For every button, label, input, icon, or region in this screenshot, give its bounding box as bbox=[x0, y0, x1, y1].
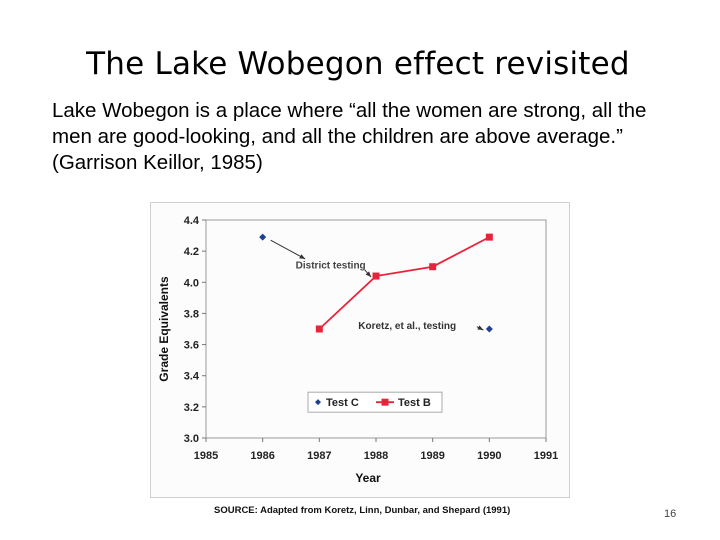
x-tick-label: 1987 bbox=[307, 450, 331, 462]
data-point-test-c bbox=[259, 233, 267, 241]
annotation-koretz-testing: Koretz, et al., testing bbox=[358, 321, 456, 332]
y-axis-label: Grade Equivalents bbox=[157, 276, 171, 382]
x-tick-label: 1986 bbox=[250, 450, 274, 462]
x-axis-label: Year bbox=[355, 471, 381, 485]
page-number: 16 bbox=[664, 508, 677, 520]
y-tick-label: 4.0 bbox=[184, 277, 199, 289]
district-arrow-a-head bbox=[299, 254, 306, 259]
x-tick-label: 1988 bbox=[364, 450, 388, 462]
y-tick-label: 3.6 bbox=[184, 340, 199, 352]
chart-source: SOURCE: Adapted from Koretz, Linn, Dunba… bbox=[214, 505, 511, 516]
legend-marker-test-c bbox=[315, 399, 321, 406]
legend-box bbox=[307, 391, 443, 413]
koretz-arrow-head bbox=[477, 325, 484, 330]
data-point-test-c bbox=[485, 325, 493, 333]
legend-label-test-c: Test C bbox=[326, 397, 359, 409]
chart-svg: 3.0 3.2 3.4 3.6 3.8 4.0 4.2 4.4 1985 1986 1987 1988… bbox=[150, 202, 570, 498]
legend-marker-test-b bbox=[381, 398, 389, 406]
district-arrow-a-line bbox=[270, 239, 306, 260]
slide-body-text: Lake Wobegon is a place where “all the w… bbox=[52, 99, 647, 174]
chart-frame bbox=[150, 202, 570, 498]
x-tick-label: 1985 bbox=[194, 450, 218, 462]
x-tick-label: 1990 bbox=[477, 450, 501, 462]
y-tick-label: 3.8 bbox=[184, 308, 199, 320]
y-tick-label: 4.4 bbox=[184, 215, 200, 227]
data-point-test-b bbox=[372, 272, 380, 280]
slide-title: The Lake Wobegon effect revisited bbox=[86, 46, 630, 82]
annotation-district-testing: District testing bbox=[296, 260, 366, 271]
y-tick-label: 3.4 bbox=[184, 371, 200, 383]
x-tick-label: 1989 bbox=[420, 450, 444, 462]
y-tick-label: 4.2 bbox=[184, 246, 199, 258]
data-point-test-b bbox=[429, 263, 437, 271]
data-point-test-b bbox=[485, 233, 493, 241]
data-point-test-b bbox=[315, 325, 323, 333]
y-tick-label: 3.0 bbox=[184, 433, 199, 445]
y-tick-label: 3.2 bbox=[184, 402, 199, 414]
chart: 3.0 3.2 3.4 3.6 3.8 4.0 4.2 4.4 1985 1986 1987 1988… bbox=[150, 202, 570, 498]
district-arrow-b-head bbox=[365, 271, 371, 278]
legend-label-test-b: Test B bbox=[398, 397, 431, 409]
series-line-test-b bbox=[318, 236, 490, 330]
x-tick-label: 1991 bbox=[534, 450, 558, 462]
